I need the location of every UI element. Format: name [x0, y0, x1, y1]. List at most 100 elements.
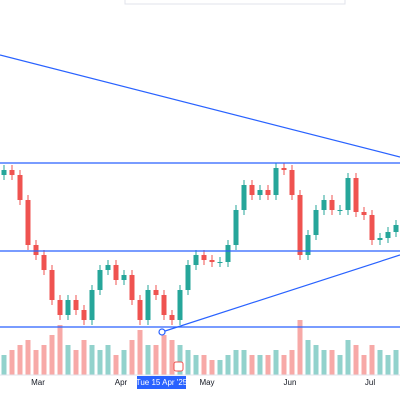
- candle-body: [41, 255, 47, 270]
- candle-body: [385, 232, 391, 238]
- candle-body: [225, 245, 231, 262]
- volume-bar: [1, 355, 7, 375]
- candle-body: [89, 290, 95, 320]
- x-axis: [0, 375, 400, 400]
- candle-body: [281, 168, 287, 170]
- candle-body: [273, 168, 279, 195]
- candle-body: [113, 265, 119, 280]
- volume-bar: [153, 345, 159, 375]
- x-tick-label: Jul: [365, 378, 375, 387]
- candle-body: [337, 210, 343, 211]
- volume-bar: [33, 350, 39, 375]
- volume-bar: [217, 360, 223, 375]
- volume-bar: [321, 350, 327, 375]
- candle-body: [377, 238, 383, 240]
- event-marker[interactable]: [173, 361, 184, 372]
- volume-bar: [161, 335, 167, 375]
- x-tick-label: Jun: [284, 378, 297, 387]
- candle-body: [177, 290, 183, 320]
- volume-bar: [241, 350, 247, 375]
- candle-body: [241, 185, 247, 210]
- candle-body: [313, 210, 319, 235]
- candle-body: [297, 195, 303, 255]
- toolbar[interactable]: [124, 0, 346, 5]
- volume-bar: [281, 355, 287, 375]
- candle-body: [209, 260, 215, 262]
- volume-bar: [49, 335, 55, 375]
- candle-body: [81, 310, 87, 320]
- volume-bar: [393, 350, 399, 375]
- volume-layer: [1, 320, 399, 375]
- candle-body: [153, 290, 159, 295]
- candle-body: [201, 255, 207, 260]
- volume-bar: [353, 345, 359, 375]
- candle-body: [233, 210, 239, 245]
- volume-bar: [385, 355, 391, 375]
- volume-bar: [41, 345, 47, 375]
- anchor-point[interactable]: [158, 328, 166, 336]
- volume-bar: [337, 355, 343, 375]
- candle-layer: [1, 163, 399, 325]
- volume-bar: [113, 355, 119, 375]
- volume-bar: [89, 345, 95, 375]
- candle-body: [33, 245, 39, 255]
- x-tick-label: Mar: [31, 378, 45, 387]
- crosshair-label: Tue 15 Apr '25: [136, 378, 188, 387]
- volume-bar: [233, 350, 239, 375]
- candle-body: [217, 262, 223, 263]
- candle-body: [49, 270, 55, 300]
- candle-body: [305, 235, 311, 255]
- candle-body: [97, 270, 103, 290]
- volume-bar: [257, 355, 263, 375]
- volume-bar: [329, 350, 335, 375]
- candle-body: [137, 300, 143, 320]
- volume-bar: [137, 330, 143, 375]
- volume-bar: [145, 345, 151, 375]
- volume-bar: [201, 355, 207, 375]
- candle-body: [65, 300, 71, 315]
- candle-body: [161, 295, 167, 315]
- drawings: [0, 54, 400, 336]
- volume-bar: [273, 350, 279, 375]
- candle-body: [57, 300, 63, 315]
- volume-bar: [345, 340, 351, 375]
- volume-bar: [121, 350, 127, 375]
- x-tick-label: Apr: [115, 378, 128, 387]
- candle-body: [9, 170, 15, 175]
- trend-line: [161, 254, 400, 333]
- volume-bar: [193, 355, 199, 375]
- volume-bar: [57, 325, 63, 375]
- volume-bar: [305, 340, 311, 375]
- crosshair-label-bg: [137, 376, 186, 389]
- volume-bar: [97, 350, 103, 375]
- volume-bar: [225, 355, 231, 375]
- candle-body: [361, 212, 367, 215]
- x-tick-label: May: [199, 378, 214, 387]
- volume-bar: [377, 350, 383, 375]
- candle-body: [369, 215, 375, 240]
- volume-bar: [297, 320, 303, 375]
- volume-bar: [169, 340, 175, 375]
- volume-bar: [177, 345, 183, 375]
- volume-bar: [185, 350, 191, 375]
- candle-body: [393, 225, 399, 232]
- volume-bar: [265, 355, 271, 375]
- candle-body: [329, 200, 335, 210]
- volume-bar: [73, 350, 79, 375]
- candle-body: [73, 300, 79, 310]
- volume-bar: [17, 345, 23, 375]
- volume-bar: [65, 345, 71, 375]
- candle-body: [289, 170, 295, 195]
- candle-body: [193, 255, 199, 265]
- volume-bar: [289, 350, 295, 375]
- candle-body: [121, 275, 127, 280]
- volume-bar: [9, 350, 15, 375]
- volume-bar: [369, 345, 375, 375]
- candle-body: [345, 178, 351, 210]
- candle-body: [249, 185, 255, 195]
- candle-body: [169, 315, 175, 320]
- candle-body: [145, 290, 151, 320]
- candle-body: [25, 200, 31, 245]
- candle-body: [265, 190, 271, 195]
